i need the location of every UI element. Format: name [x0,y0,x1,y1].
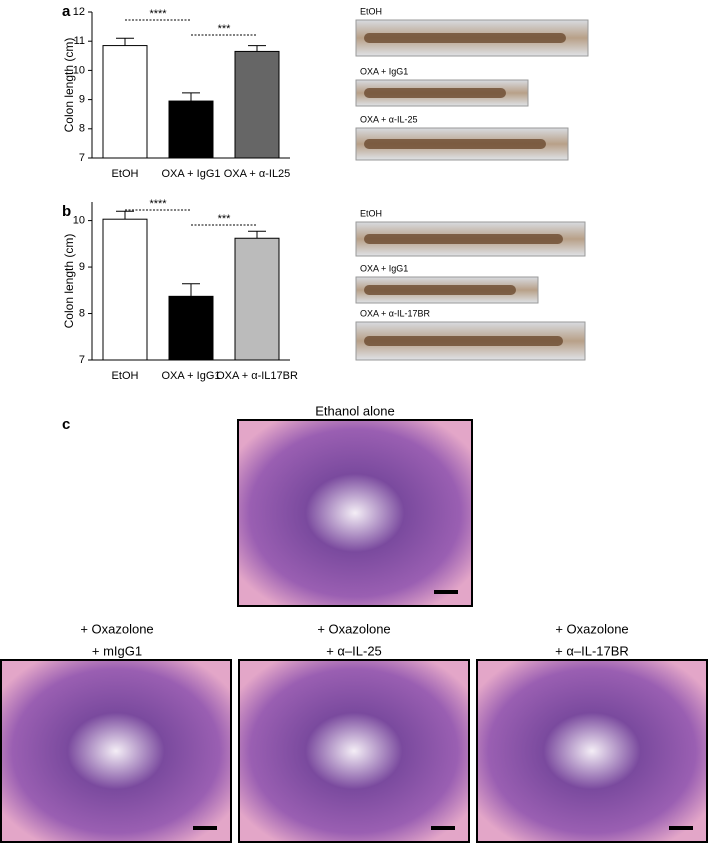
histo-title: + Oxazolone [317,621,390,636]
histology-image [0,659,232,843]
histology-image [237,419,473,607]
y-tick-label: 11 [74,35,85,47]
scale-bar [193,826,217,830]
y-tick-label: 9 [79,94,85,106]
y-tick-label: 12 [73,6,85,18]
histo-title: + Oxazolone [555,621,628,636]
photo-label: EtOH [360,6,382,16]
scale-bar [434,590,458,594]
panel-label: a [62,3,71,20]
significance-label: **** [149,198,167,210]
y-tick-label: 9 [79,261,85,273]
scale-bar [431,826,455,830]
histo-title: Ethanol alone [315,403,395,418]
y-axis-label: Colon length (cm) [62,234,76,329]
significance-label: *** [218,213,232,225]
significance-label: *** [218,23,232,35]
colon-tissue [364,336,563,346]
photo-label: OXA + IgG1 [360,263,408,273]
photo-label: OXA + IgG1 [360,66,408,76]
bar [102,218,148,361]
bar [168,295,214,361]
colon-tissue [364,139,546,149]
panel-label: b [62,203,71,220]
histology-image [238,659,470,843]
histology-image [476,659,708,843]
y-tick-label: 7 [79,354,85,366]
colon-tissue [364,285,516,295]
photo-label: OXA + α-IL-25 [360,114,417,124]
histo-title: + α–IL-25 [326,643,382,658]
y-tick-label: 8 [79,123,85,135]
significance-label: **** [149,8,167,20]
bar [234,237,280,361]
histo-title: + mIgG1 [92,643,142,658]
y-tick-label: 10 [73,64,85,76]
x-tick-label: EtOH [112,370,139,382]
y-tick-label: 10 [73,214,85,226]
histo-title: + α–IL-17BR [555,643,629,658]
colon-tissue [364,234,563,244]
bar [168,100,214,159]
y-tick-label: 8 [79,307,85,319]
x-tick-label: EtOH [112,168,139,180]
photo-label: OXA + α-IL-17BR [360,308,430,318]
y-tick-label: 7 [79,152,85,164]
x-tick-label: OXA + IgG1 [161,370,220,382]
scale-bar [669,826,693,830]
bar [234,50,280,159]
panel-label: c [62,416,70,433]
colon-tissue [364,33,566,43]
photo-label: EtOH [360,208,382,218]
x-tick-label: OXA + α-IL17BR [216,370,298,382]
bar [102,45,148,159]
histo-title: + Oxazolone [80,621,153,636]
x-tick-label: OXA + α-IL25 [224,168,291,180]
y-axis-label: Colon length (cm) [62,38,76,133]
x-tick-label: OXA + IgG1 [161,168,220,180]
colon-tissue [364,88,506,98]
